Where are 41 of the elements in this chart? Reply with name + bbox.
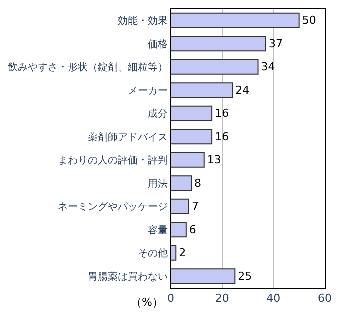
data-label: 16: [215, 130, 230, 144]
bar: [171, 129, 213, 145]
y-tick-label: 容量: [148, 224, 168, 236]
x-tick-label: 60: [318, 292, 332, 306]
bar: [171, 152, 205, 168]
y-tick-label: 効能・効果: [118, 15, 168, 28]
y-tick-label: 用法: [148, 178, 168, 190]
x-tick-label: 40: [266, 292, 281, 306]
y-tick-label: まわりの人の評価・評判: [58, 154, 168, 167]
data-label: 24: [236, 84, 250, 97]
data-label: 34: [261, 60, 276, 74]
data-label: 2: [179, 246, 186, 260]
x-axis-title: （%）: [131, 296, 164, 309]
bar: [171, 12, 300, 28]
bar: [171, 176, 192, 192]
bar: [171, 198, 190, 214]
data-label: 50: [302, 14, 316, 28]
y-tick-label: 飲みやすさ・形状（錠剤、細粒等）: [8, 62, 168, 74]
bar: [171, 222, 187, 238]
data-label: 8: [194, 176, 202, 190]
y-tick-label: 成分: [148, 108, 168, 120]
x-tick-label: 0: [168, 292, 174, 306]
bar: [171, 106, 213, 122]
y-tick-label: メーカー: [128, 86, 168, 97]
data-label: 25: [238, 270, 252, 283]
bar: [171, 36, 266, 52]
bar: [171, 268, 236, 284]
bar: [171, 82, 234, 98]
y-tick-label: その他: [138, 248, 168, 260]
y-tick-label: 価格: [148, 38, 168, 50]
data-label: 37: [268, 37, 283, 50]
y-tick-label: 胃腸薬は買わない: [88, 270, 168, 283]
bar: [171, 59, 259, 75]
data-label: 7: [192, 200, 199, 214]
data-label: 16: [215, 107, 230, 120]
y-tick-label: ネーミングやパッケージ: [58, 202, 168, 214]
x-tick-label: 20: [215, 292, 230, 306]
y-tick-label: 薬剤師アドバイス: [88, 131, 168, 144]
data-label: 13: [207, 154, 222, 167]
bar: [171, 245, 177, 261]
data-label: 6: [189, 223, 196, 236]
